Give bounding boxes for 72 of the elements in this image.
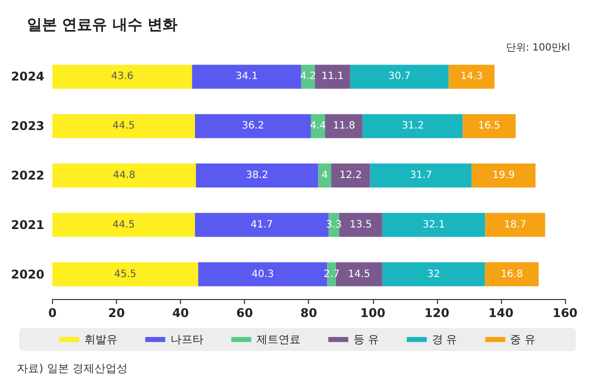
bar (362, 114, 463, 138)
bar (52, 64, 192, 89)
bar (339, 212, 382, 237)
data-label: 14.3 (460, 71, 483, 82)
bar (485, 212, 546, 237)
bar (331, 164, 370, 188)
bar (52, 212, 195, 237)
data-label: 31.7 (410, 170, 432, 181)
x-tick-label: 160 (552, 306, 578, 320)
data-label: 30.7 (388, 71, 411, 82)
bar (382, 212, 486, 237)
legend-label: 나프타 (170, 333, 204, 346)
y-tick-label: 2023 (10, 119, 44, 134)
bar (194, 114, 311, 138)
y-tick-label: 2020 (10, 267, 44, 282)
bar (382, 262, 485, 286)
legend-label: 휘발유 (84, 333, 118, 346)
legend-label: 제트연료 (256, 333, 300, 346)
legend-label: 경 유 (432, 333, 458, 346)
data-label: 31.2 (402, 120, 424, 132)
y-tick-label: 2024 (10, 70, 44, 84)
bar (196, 164, 318, 188)
data-label: 16.5 (478, 120, 500, 132)
y-tick-label: 2022 (10, 168, 44, 182)
bar (484, 262, 539, 286)
data-label: 44.5 (112, 219, 135, 230)
bar (462, 114, 516, 138)
data-label: 19.9 (492, 170, 515, 181)
data-label: 44.8 (113, 170, 136, 181)
x-tick-label: 100 (360, 306, 386, 320)
bar (472, 164, 536, 188)
bar (448, 64, 495, 89)
data-label: 34.1 (236, 71, 258, 82)
text: 자료) 일본 경제산업성 (17, 362, 128, 375)
data-label: 40.3 (252, 268, 274, 280)
x-tick-label: 0 (48, 306, 57, 320)
bar (52, 262, 198, 286)
legend-label: 중 유 (510, 333, 536, 346)
bar (370, 164, 472, 188)
bar (192, 64, 302, 89)
bar (325, 114, 363, 138)
x-tick-label: 40 (172, 306, 189, 320)
legend-label: 등 유 (353, 333, 379, 346)
data-label: 32 (427, 268, 440, 280)
data-label: 11.1 (321, 71, 344, 82)
data-label: 4 (322, 170, 328, 181)
chart-subtitle: 단위: 100만kl (506, 42, 570, 54)
data-label: 18.7 (504, 219, 526, 230)
data-label: 13.5 (350, 219, 372, 230)
data-label: 14.5 (348, 268, 370, 280)
data-label: 43.6 (111, 71, 134, 82)
bar (52, 114, 195, 138)
data-label: 38.2 (246, 170, 268, 181)
bar (52, 164, 196, 188)
x-tick-label: 120 (424, 306, 450, 320)
bar (318, 164, 332, 188)
data-label: 12.2 (340, 170, 362, 181)
data-label: 32.1 (422, 219, 445, 230)
x-tick-label: 60 (236, 306, 253, 320)
data-label: 36.2 (242, 120, 264, 132)
chart-title: 일본 연료유 내수 변화 (27, 16, 178, 34)
x-tick-label: 20 (108, 306, 125, 320)
data-label: 44.5 (112, 120, 135, 132)
bar (314, 64, 350, 89)
data-label: 11.8 (332, 120, 356, 132)
x-tick-label: 80 (300, 306, 318, 320)
x-tick-label: 140 (488, 306, 514, 320)
y-tick-label: 2021 (10, 218, 44, 232)
data-label: 45.5 (114, 268, 136, 280)
data-label: 16.8 (500, 268, 523, 280)
bar (350, 64, 449, 89)
data-label: 41.7 (250, 219, 273, 230)
